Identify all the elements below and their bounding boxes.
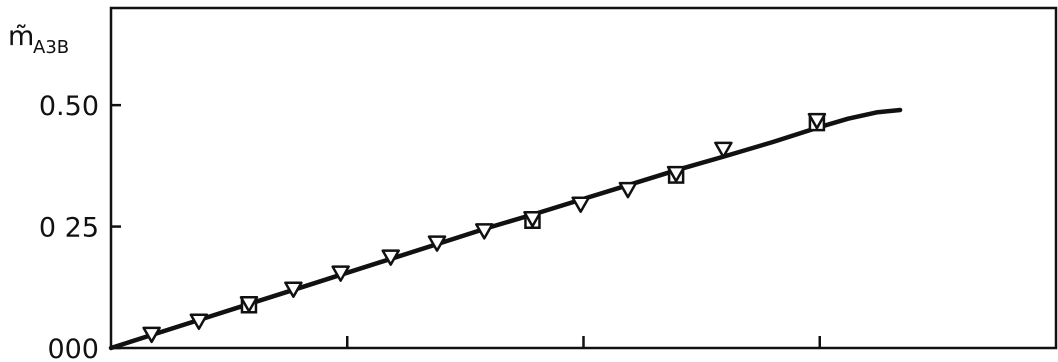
y-tick-label: 000 [47, 334, 99, 362]
triangle-marker [284, 281, 303, 298]
y-tick-label: 0 25 [39, 213, 99, 244]
triangle-marker [618, 181, 638, 199]
triangle-marker [523, 211, 542, 228]
triangle-marker [714, 141, 733, 159]
triangle-marker [142, 326, 161, 344]
y-axis-label: m̃ [8, 21, 34, 52]
triangle-marker [571, 196, 590, 213]
triangle-marker [331, 265, 350, 282]
y-axis-label-subscript: A3B [33, 37, 69, 58]
fit-curve [108, 107, 903, 351]
triangle-marker [189, 313, 209, 331]
y-tick-label: 0.50 [39, 91, 99, 122]
triangle-marker [239, 296, 259, 313]
triangle-marker [666, 165, 686, 183]
triangle-marker [381, 249, 400, 266]
triangle-marker [427, 235, 447, 252]
triangle-marker [475, 223, 494, 240]
triangle-marker [807, 112, 827, 130]
